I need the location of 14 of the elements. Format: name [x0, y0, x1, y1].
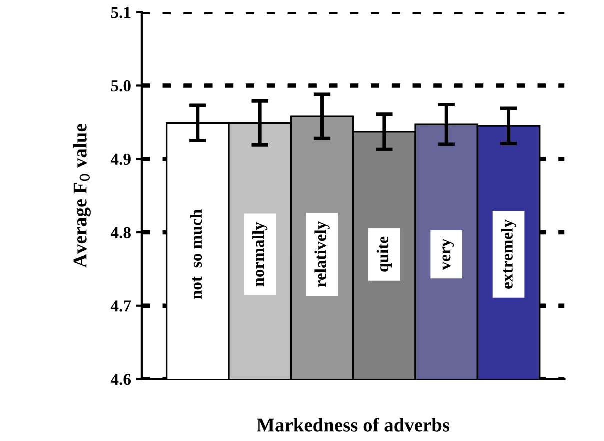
- x-tick-label: not so much: [190, 210, 202, 300]
- y-axis-title: Average F$_{0}$ value: [73, 124, 91, 268]
- x-tick-label: relatively: [314, 222, 330, 288]
- x-tick-label: very: [442, 238, 454, 270]
- y-tick-label: 4.7: [110, 300, 132, 312]
- y-tick-label: 4.9: [110, 154, 131, 166]
- y-tick-label: 4.6: [110, 374, 132, 386]
- y-tick-label: 5.0: [111, 80, 131, 92]
- x-tick-label: quite: [376, 236, 392, 272]
- y-tick-label: 4.8: [110, 227, 131, 239]
- x-axis-title: Markedness of adverbs: [256, 418, 450, 432]
- y-tick-label: 5.1: [111, 7, 131, 18]
- x-tick-label: extremely: [501, 220, 516, 289]
- x-tick-label: normally: [252, 222, 268, 286]
